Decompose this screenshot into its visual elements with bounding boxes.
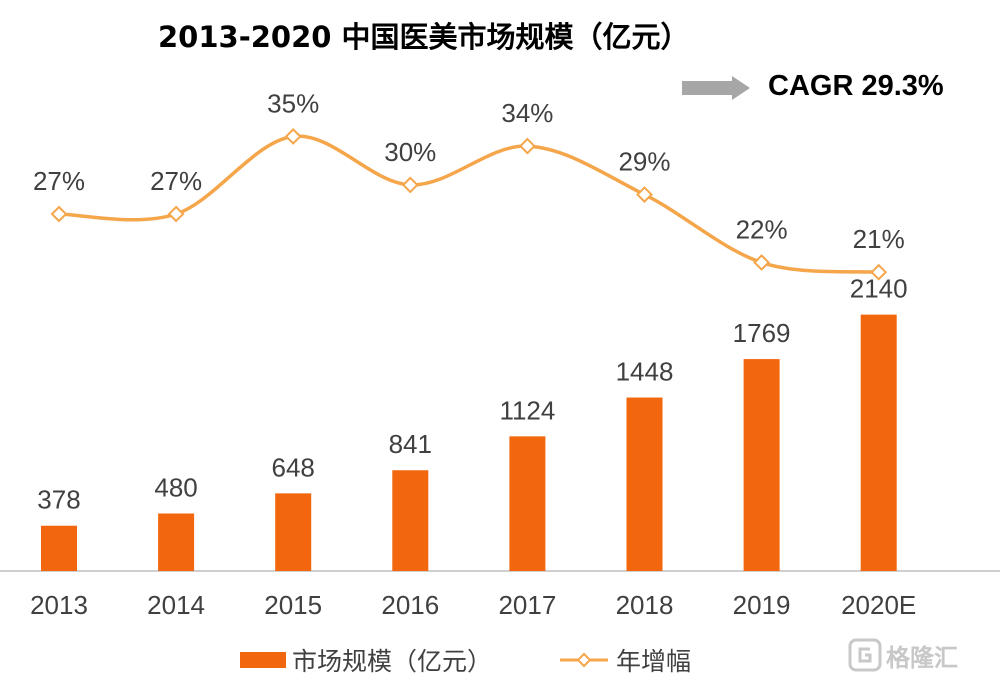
growth-marker bbox=[753, 254, 771, 271]
legend-label-growth: 年增幅 bbox=[616, 647, 692, 676]
bar-value-label: 1769 bbox=[733, 318, 791, 348]
bar-2020E bbox=[860, 314, 897, 571]
bar-value-label: 1124 bbox=[499, 395, 555, 425]
x-tick-label: 2015 bbox=[264, 590, 322, 620]
growth-marker bbox=[870, 263, 888, 281]
legend-label-market-size: 市场规模（亿元） bbox=[292, 647, 493, 676]
x-tick-label: 2017 bbox=[498, 590, 556, 620]
cagr-annotation: CAGR 29.3% bbox=[682, 70, 992, 110]
growth-rate-label: 34% bbox=[501, 98, 553, 128]
bar-value-label: 1448 bbox=[616, 357, 674, 387]
bar-2018 bbox=[626, 397, 663, 571]
watermark-logo: 格隆汇 bbox=[848, 634, 993, 676]
legend-item-growth: 年增幅 bbox=[558, 642, 691, 678]
chart-title: 2013-2020 中国医美市场规模（亿元） bbox=[158, 20, 690, 54]
growth-marker bbox=[167, 205, 185, 223]
growth-rate-label: 29% bbox=[618, 147, 670, 177]
growth-marker bbox=[284, 127, 302, 145]
bar-2016 bbox=[392, 470, 429, 571]
bar-2019 bbox=[743, 359, 780, 571]
growth-rate-label: 27% bbox=[150, 166, 202, 196]
bar-swatch-icon bbox=[240, 652, 286, 668]
x-tick-label: 2018 bbox=[616, 590, 674, 620]
bar-2013 bbox=[41, 525, 77, 571]
growth-marker bbox=[636, 186, 653, 204]
growth-marker bbox=[50, 205, 68, 223]
bar-value-label: 841 bbox=[389, 429, 432, 459]
x-tick-label: 2013 bbox=[30, 590, 88, 620]
growth-rate-label: 30% bbox=[384, 137, 436, 167]
growth-rate-label: 35% bbox=[267, 88, 319, 118]
cagr-label: CAGR 29.3% bbox=[768, 70, 944, 102]
watermark-text: 格隆汇 bbox=[886, 643, 958, 672]
x-tick-label: 2019 bbox=[733, 590, 791, 620]
legend: 市场规模（亿元） 年增幅 bbox=[240, 642, 740, 682]
growth-rate-line bbox=[58, 134, 879, 274]
line-swatch-icon bbox=[560, 652, 608, 668]
bar-2015 bbox=[275, 493, 312, 571]
bar-value-label: 378 bbox=[37, 485, 80, 515]
growth-rate-label: 22% bbox=[736, 215, 788, 245]
bar-2017 bbox=[509, 436, 546, 571]
bar-value-label: 2140 bbox=[850, 274, 908, 304]
bar-value-label: 480 bbox=[154, 472, 197, 502]
right-arrow-icon bbox=[682, 76, 750, 100]
bar-2014 bbox=[158, 513, 195, 571]
x-tick-label: 2020E bbox=[841, 590, 916, 620]
x-tick-label: 2014 bbox=[147, 590, 205, 620]
x-tick-label: 2016 bbox=[381, 590, 439, 620]
growth-marker bbox=[518, 137, 536, 155]
growth-rate-label: 27% bbox=[33, 166, 85, 196]
growth-marker bbox=[401, 176, 419, 194]
logo-icon bbox=[848, 638, 882, 672]
legend-item-market-size: 市场规模（亿元） bbox=[240, 642, 492, 678]
bar-value-label: 648 bbox=[272, 452, 315, 482]
growth-rate-label: 21% bbox=[853, 224, 905, 254]
